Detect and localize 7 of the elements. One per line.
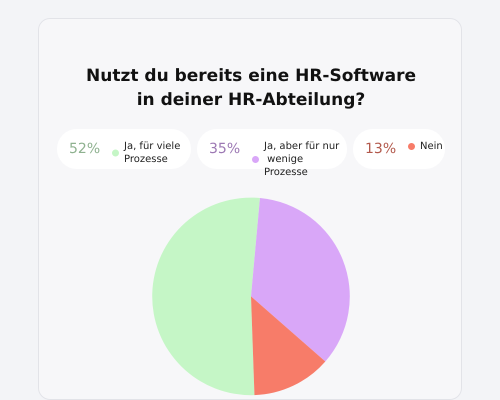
legend-label: Nein bbox=[420, 141, 443, 152]
data-label: 13% bbox=[365, 141, 396, 157]
chart-title: Nutzt du bereits eine HR-Software in deiner HR-Abteilung? bbox=[86, 66, 416, 110]
legend-label: Ja, für viele Prozesse bbox=[123, 141, 184, 165]
legend-label: Ja, aber für nur wenige Prozesse bbox=[263, 141, 340, 178]
data-label: 52% bbox=[69, 141, 100, 157]
data-label: 35% bbox=[209, 141, 240, 157]
